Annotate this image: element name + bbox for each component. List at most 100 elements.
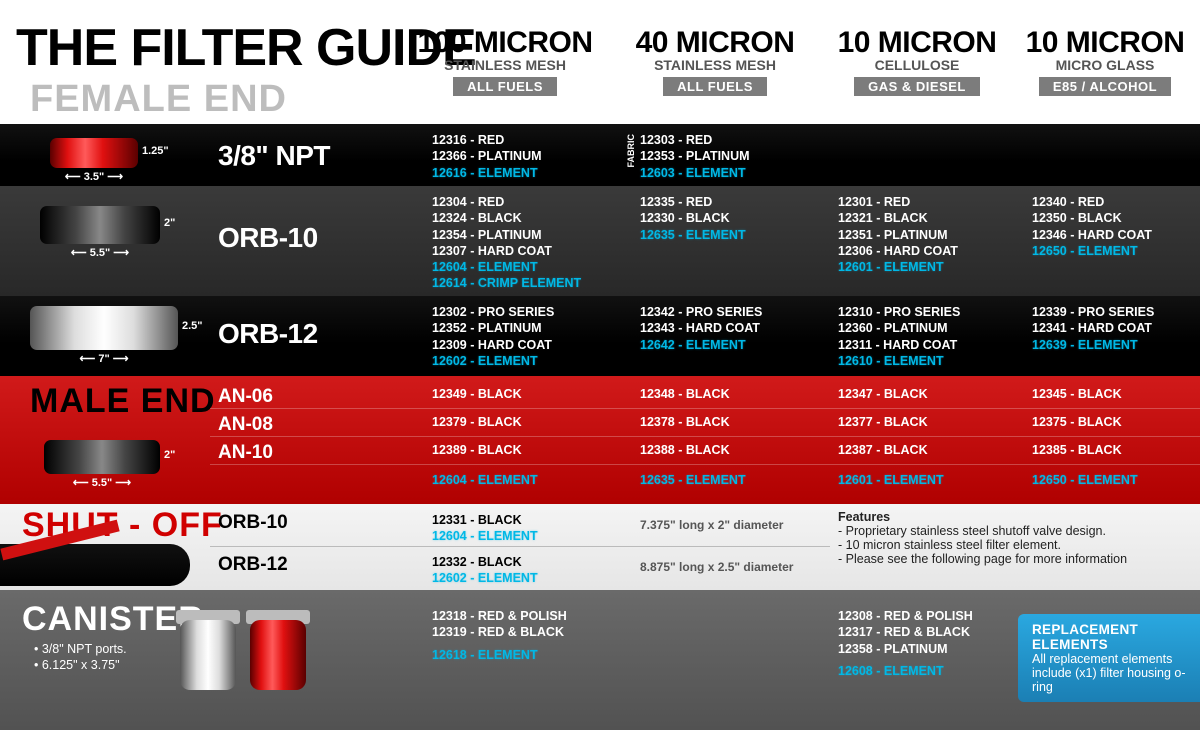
part-line: 12342 - PRO SERIES <box>640 304 835 320</box>
row-label: ORB-12 <box>218 318 318 350</box>
dim-height: 2" <box>164 217 175 229</box>
filter-icon <box>50 138 138 168</box>
canister-note: • 3/8" NPT ports. <box>34 642 127 656</box>
part-line: 12385 - BLACK <box>1032 442 1200 458</box>
part-line: 12303 - RED <box>640 132 835 148</box>
column-header: 10 MICRONMICRO GLASSE85 / ALCOHOL <box>1010 26 1200 96</box>
part-line: 12352 - PLATINUM <box>432 320 627 336</box>
element-line: 12604 - ELEMENT <box>432 528 627 544</box>
row-label: 3/8" NPT <box>218 140 330 172</box>
canister-icon <box>250 620 306 690</box>
part-line: 12308 - RED & POLISH <box>838 608 1033 624</box>
part-line: 12354 - PLATINUM <box>432 227 627 243</box>
part-cell: 12339 - PRO SERIES12341 - HARD COAT12639… <box>1032 304 1200 353</box>
part-line: 12353 - PLATINUM <box>640 148 835 164</box>
male-end-header: MALE END <box>30 382 216 421</box>
part-line: 12348 - BLACK <box>640 386 835 402</box>
micron-label: 10 MICRON <box>1010 26 1200 60</box>
part-cell: 12318 - RED & POLISH12319 - RED & BLACK1… <box>432 608 627 663</box>
dim-width: ⟵ 7" ⟶ <box>30 352 178 365</box>
part-line: 12309 - HARD COAT <box>432 337 627 353</box>
dimension-note: 8.875" long x 2.5" diameter <box>640 560 835 576</box>
canister-note: • 6.125" x 3.75" <box>34 658 120 672</box>
canister-icon <box>180 620 236 690</box>
micron-label: 10 MICRON <box>822 26 1012 60</box>
part-line: 12304 - RED <box>432 194 627 210</box>
features-block: Features- Proprietary stainless steel sh… <box>838 510 1198 566</box>
part-cell: 12304 - RED12324 - BLACK12354 - PLATINUM… <box>432 194 627 292</box>
replacement-title: REPLACEMENT ELEMENTS <box>1032 622 1194 652</box>
part-line: 12639 - ELEMENT <box>1032 337 1200 353</box>
part-line: 12610 - ELEMENT <box>838 353 1033 369</box>
element-line: 12635 - ELEMENT <box>640 472 835 488</box>
shutoff-size: ORB-12 <box>218 554 288 576</box>
part-line: 12379 - BLACK <box>432 414 627 430</box>
part-line: 12321 - BLACK <box>838 210 1033 226</box>
row-divider <box>210 408 1200 409</box>
dimension-note: 7.375" long x 2" diameter <box>640 518 835 534</box>
feature-line: - 10 micron stainless steel filter eleme… <box>838 538 1198 552</box>
fuel-badge: ALL FUELS <box>453 77 557 96</box>
replacement-box: REPLACEMENT ELEMENTSAll replacement elem… <box>1018 614 1200 702</box>
part-line: 12343 - HARD COAT <box>640 320 835 336</box>
dim-height: 1.25" <box>142 145 169 157</box>
column-header: 10 MICRONCELLULOSEGAS & DIESEL <box>822 26 1012 96</box>
part-line: 12642 - ELEMENT <box>640 337 835 353</box>
micron-label: 40 MICRON <box>620 26 810 60</box>
element-line: 12601 - ELEMENT <box>838 472 1033 488</box>
part-line: 12341 - HARD COAT <box>1032 320 1200 336</box>
part-line: 12301 - RED <box>838 194 1033 210</box>
part-line: 12601 - ELEMENT <box>838 259 1033 275</box>
feature-line: - Proprietary stainless steel shutoff va… <box>838 524 1198 538</box>
part-line: 12335 - RED <box>640 194 835 210</box>
part-line: 12378 - BLACK <box>640 414 835 430</box>
fuel-badge: ALL FUELS <box>663 77 767 96</box>
row-divider <box>210 436 1200 437</box>
filter-icon <box>44 440 160 474</box>
part-cell: 12335 - RED12330 - BLACK 12635 - ELEMENT <box>640 194 835 243</box>
part-line: 12389 - BLACK <box>432 442 627 458</box>
part-line: 12388 - BLACK <box>640 442 835 458</box>
dim-width: ⟵ 5.5" ⟶ <box>40 246 160 259</box>
part-line: 12387 - BLACK <box>838 442 1033 458</box>
column-header: 100 MICRONSTAINLESS MESHALL FUELS <box>410 26 600 96</box>
micron-label: 100 MICRON <box>410 26 600 60</box>
female-end-header: FEMALE END <box>30 78 287 121</box>
part-line: 12324 - BLACK <box>432 210 627 226</box>
filter-icon <box>40 206 160 244</box>
features-title: Features <box>838 510 1198 524</box>
element-line: 12604 - ELEMENT <box>432 472 627 488</box>
fuel-badge: E85 / ALCOHOL <box>1039 77 1171 96</box>
page-title: THE FILTER GUIDE <box>16 18 476 78</box>
element-line: 12602 - ELEMENT <box>432 570 627 586</box>
part-cell: 12316 - RED12366 - PLATINUM12616 - ELEME… <box>432 132 627 181</box>
part-line: 12377 - BLACK <box>838 414 1033 430</box>
row-divider <box>210 546 830 547</box>
part-line: 12349 - BLACK <box>432 386 627 402</box>
filter-icon <box>30 306 178 350</box>
part-line: 12345 - BLACK <box>1032 386 1200 402</box>
part-line: 12347 - BLACK <box>838 386 1033 402</box>
part-line: 12302 - PRO SERIES <box>432 304 627 320</box>
part-line: 12650 - ELEMENT <box>1032 243 1200 259</box>
part-line: 12358 - PLATINUM <box>838 641 1033 657</box>
part-line: 12306 - HARD COAT <box>838 243 1033 259</box>
part-line: 12311 - HARD COAT <box>838 337 1033 353</box>
part-line: 12350 - BLACK <box>1032 210 1200 226</box>
part-line: 12316 - RED <box>432 132 627 148</box>
part-cell: 12342 - PRO SERIES12343 - HARD COAT12642… <box>640 304 835 353</box>
part-line: 12339 - PRO SERIES <box>1032 304 1200 320</box>
dim-width: ⟵ 5.5" ⟶ <box>44 476 160 489</box>
part-line: 12310 - PRO SERIES <box>838 304 1033 320</box>
part-line: 12332 - BLACK <box>432 554 627 570</box>
part-line: 12317 - RED & BLACK <box>838 624 1033 640</box>
shutoff-size: ORB-10 <box>218 512 288 534</box>
fuel-badge: GAS & DIESEL <box>854 77 980 96</box>
part-cell: 12301 - RED12321 - BLACK12351 - PLATINUM… <box>838 194 1033 275</box>
part-line: 12360 - PLATINUM <box>838 320 1033 336</box>
part-line: 12603 - ELEMENT <box>640 165 835 181</box>
column-header: 40 MICRONSTAINLESS MESHALL FUELS <box>620 26 810 96</box>
part-line: 12340 - RED <box>1032 194 1200 210</box>
part-line: 12330 - BLACK <box>640 210 835 226</box>
part-line: 12618 - ELEMENT <box>432 647 627 663</box>
